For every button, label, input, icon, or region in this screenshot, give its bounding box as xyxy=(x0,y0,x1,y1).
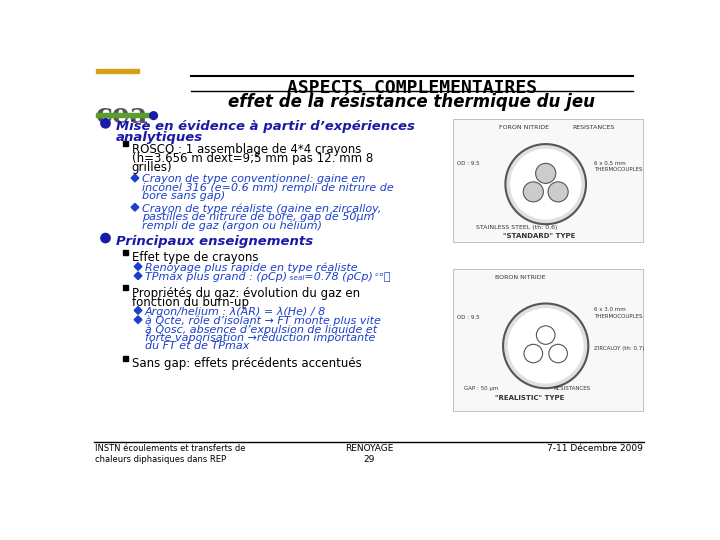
Text: analytiques: analytiques xyxy=(116,131,203,144)
Circle shape xyxy=(101,119,110,128)
Text: "STANDARD" TYPE: "STANDARD" TYPE xyxy=(503,233,575,239)
Text: (h=3.656 m dext=9;5 mm pas 12. mm 8: (h=3.656 m dext=9;5 mm pas 12. mm 8 xyxy=(132,152,373,165)
Text: forte vaporisation →réduction importante: forte vaporisation →réduction importante xyxy=(145,333,375,343)
Text: Renoyage plus rapide en type réaliste: Renoyage plus rapide en type réaliste xyxy=(145,262,358,273)
Polygon shape xyxy=(134,262,142,271)
Text: OD : 9.5: OD : 9.5 xyxy=(456,315,480,320)
Text: fonction du burn-up: fonction du burn-up xyxy=(132,296,249,309)
Bar xyxy=(453,119,642,242)
Circle shape xyxy=(536,326,555,345)
Bar xyxy=(96,113,150,117)
Text: Propriétés du gaz: évolution du gaz en: Propriétés du gaz: évolution du gaz en xyxy=(132,287,360,300)
Bar xyxy=(122,141,128,146)
Text: Crayon de type réaliste (gaine en zircalloy,: Crayon de type réaliste (gaine en zircal… xyxy=(142,204,382,214)
Text: TPmax plus grand : (ρCp) ₛₑₐₗ=0.78 (ρCp) ᶜᵒᬾ: TPmax plus grand : (ρCp) ₛₑₐₗ=0.78 (ρCp)… xyxy=(145,272,390,282)
Circle shape xyxy=(101,233,110,242)
Text: THERMOCOUPLES: THERMOCOUPLES xyxy=(594,167,642,172)
Text: RENOYAGE
29: RENOYAGE 29 xyxy=(345,444,393,464)
Text: ROSCO : 1 assemblage de 4*4 crayons: ROSCO : 1 assemblage de 4*4 crayons xyxy=(132,143,361,156)
Text: Crayon de type conventionnel: gaine en: Crayon de type conventionnel: gaine en xyxy=(142,174,365,184)
Circle shape xyxy=(548,182,568,202)
Text: 6 x 3.0 mm: 6 x 3.0 mm xyxy=(594,307,626,312)
Bar xyxy=(122,285,128,291)
Text: Argon/helium : λ(AR) = λ(He) / 8: Argon/helium : λ(AR) = λ(He) / 8 xyxy=(145,307,326,316)
Text: 7-11 Décembre 2009: 7-11 Décembre 2009 xyxy=(546,444,642,454)
Text: ASPECTS COMPLEMENTAIRES: ASPECTS COMPLEMENTAIRES xyxy=(287,79,536,97)
Circle shape xyxy=(150,112,158,119)
Bar xyxy=(453,269,642,411)
Text: rempli de gaz (argon ou hélium): rempli de gaz (argon ou hélium) xyxy=(142,220,322,231)
Text: "REALISTIC" TYPE: "REALISTIC" TYPE xyxy=(495,395,564,401)
Circle shape xyxy=(505,144,586,224)
Polygon shape xyxy=(131,204,139,211)
Circle shape xyxy=(524,345,543,363)
Bar xyxy=(122,249,128,255)
Text: ZIRCALOY (th: 0.7): ZIRCALOY (th: 0.7) xyxy=(594,346,644,351)
Text: Principaux enseignements: Principaux enseignements xyxy=(116,235,312,248)
Text: THERMOCOUPLES: THERMOCOUPLES xyxy=(594,314,642,319)
Circle shape xyxy=(503,303,588,388)
Text: Sans gap: effets précédents accentués: Sans gap: effets précédents accentués xyxy=(132,357,361,370)
Text: FORON NITRIDE: FORON NITRIDE xyxy=(499,125,549,130)
Text: Mise en évidence à partir d’expériences: Mise en évidence à partir d’expériences xyxy=(116,120,415,133)
Circle shape xyxy=(549,345,567,363)
Polygon shape xyxy=(134,272,142,280)
Text: cea: cea xyxy=(96,102,148,129)
Text: effet de la résistance thermique du jeu: effet de la résistance thermique du jeu xyxy=(228,92,595,111)
Text: RESISTANCES: RESISTANCES xyxy=(573,125,615,130)
Text: GAP : 50 μm: GAP : 50 μm xyxy=(464,386,499,391)
Text: bore sans gap): bore sans gap) xyxy=(142,191,225,201)
Text: BORON NITRIDE: BORON NITRIDE xyxy=(495,275,546,280)
Text: INSTN écoulements et transferts de
chaleurs diphasiques dans REP: INSTN écoulements et transferts de chale… xyxy=(96,444,246,464)
Text: grilles): grilles) xyxy=(132,161,173,174)
Circle shape xyxy=(523,182,544,202)
Polygon shape xyxy=(134,316,142,323)
Text: à Qcte, rôle d’isolant → FT monte plus vite: à Qcte, rôle d’isolant → FT monte plus v… xyxy=(145,316,381,326)
Circle shape xyxy=(536,164,556,184)
Text: OD : 9.5: OD : 9.5 xyxy=(456,161,480,166)
Circle shape xyxy=(510,148,581,220)
Text: à Qosc, absence d’expulsion de liquide et: à Qosc, absence d’expulsion de liquide e… xyxy=(145,325,377,335)
Text: inconel 316 (e=0.6 mm) rempli de nitrure de: inconel 316 (e=0.6 mm) rempli de nitrure… xyxy=(142,183,394,193)
Polygon shape xyxy=(134,307,142,314)
Circle shape xyxy=(508,308,584,383)
Text: 6 x 0.5 mm: 6 x 0.5 mm xyxy=(594,161,626,166)
Bar xyxy=(122,356,128,361)
Bar xyxy=(96,69,139,72)
Text: du FT et de TPmax: du FT et de TPmax xyxy=(145,341,249,351)
Text: RESISTANCES: RESISTANCES xyxy=(554,386,590,391)
Text: STAINLESS STEEL (th: 0.6): STAINLESS STEEL (th: 0.6) xyxy=(476,225,557,230)
Text: pastilles de nitrure de bore, gap de 50μm: pastilles de nitrure de bore, gap de 50μ… xyxy=(142,212,374,222)
Text: Effet type de crayons: Effet type de crayons xyxy=(132,251,258,264)
Polygon shape xyxy=(131,174,139,182)
